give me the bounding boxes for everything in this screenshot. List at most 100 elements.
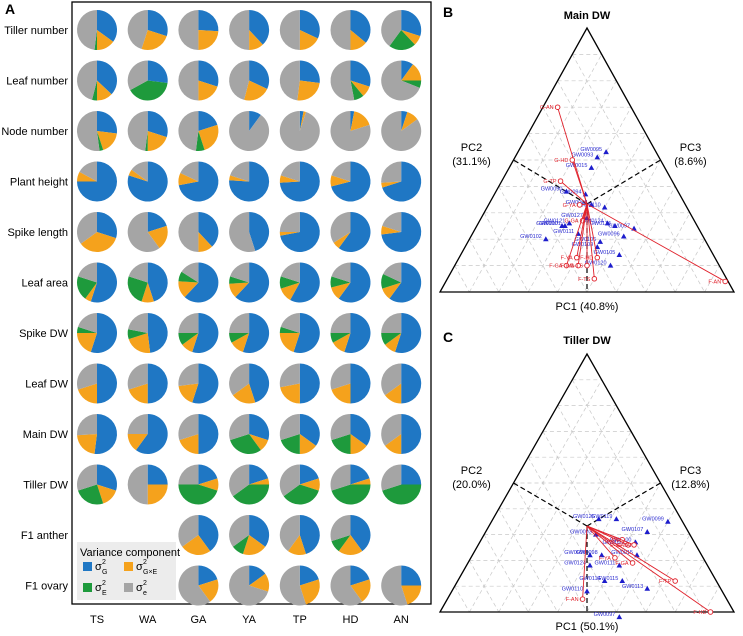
pie-slice <box>350 414 371 446</box>
legend-sup: 2 <box>143 559 147 566</box>
pie-chart <box>279 515 320 555</box>
environment-label: F-HD <box>580 256 593 262</box>
pie-slice <box>279 414 300 441</box>
row-label: F1 anther <box>21 530 68 542</box>
pie-chart <box>381 565 422 606</box>
pie-slice <box>299 565 319 586</box>
ternary-triangle <box>438 352 736 613</box>
pie-chart <box>279 464 320 505</box>
pie-slice <box>249 414 270 441</box>
pie-chart <box>381 414 422 454</box>
pc1-label: PC1 (40.8%) <box>556 301 619 313</box>
pie-slice <box>382 212 402 232</box>
pie-slice <box>249 60 270 90</box>
genotype-label: GW0097 <box>608 224 630 230</box>
pie-slice <box>141 282 154 303</box>
pie-slice <box>330 515 351 542</box>
pie-chart <box>178 111 219 151</box>
grid-line <box>513 482 588 613</box>
grid-line <box>586 482 661 613</box>
genotype-marker <box>644 585 651 591</box>
pie-chart <box>178 312 219 353</box>
pie-chart <box>77 10 118 50</box>
genotype-marker <box>616 562 623 568</box>
pie-slice <box>128 262 148 283</box>
row-label: Main DW <box>23 429 69 441</box>
pie-slice <box>242 312 270 353</box>
pie-slice <box>381 565 408 606</box>
pie-slice <box>381 60 420 101</box>
pie-slice <box>229 363 250 396</box>
environment-marker <box>594 254 601 261</box>
genotype-marker <box>604 220 611 226</box>
genotype-label: GW0093 <box>570 530 592 536</box>
environment-marker <box>707 609 714 615</box>
environment-marker <box>584 262 590 269</box>
column-label: TP <box>293 614 307 626</box>
pie-slice <box>198 232 213 252</box>
pie-slice <box>290 262 320 303</box>
genotype-marker <box>644 529 651 535</box>
genotype-label: GW0090 <box>541 187 563 193</box>
genotype-marker <box>620 233 627 239</box>
environment-vector <box>577 203 588 266</box>
pie-slice <box>385 383 402 404</box>
grid-line <box>704 586 720 613</box>
pie-chart <box>229 464 270 505</box>
pie-slice <box>401 565 422 586</box>
pie-slice <box>382 282 402 299</box>
pie-slice <box>127 161 168 202</box>
pie-slice <box>330 175 351 187</box>
pie-slice <box>330 414 351 441</box>
pie-slice <box>147 60 168 84</box>
pie-chart <box>381 60 422 101</box>
pie-slice <box>297 80 320 101</box>
pie-slice <box>279 515 300 552</box>
pie-slice <box>198 565 218 586</box>
genotype-label: GW0096 <box>564 550 586 556</box>
legend-symbol: σ <box>136 561 143 573</box>
pie-slice <box>279 10 300 50</box>
pie-slice <box>198 579 219 602</box>
legend-sup: 2 <box>143 580 147 587</box>
pie-slice <box>76 111 100 151</box>
pie-slice <box>299 515 320 555</box>
pie-chart <box>330 464 371 505</box>
pie-chart <box>127 262 168 303</box>
pie-chart <box>77 262 118 303</box>
genotype-label: GW0124 <box>564 561 586 567</box>
environment-label: F-YA <box>561 256 573 262</box>
pie-slice <box>330 276 351 288</box>
genotype-marker <box>612 223 618 228</box>
pie-slice <box>381 273 402 289</box>
pie-slice <box>331 484 371 505</box>
pc2-name: PC2 <box>461 465 482 477</box>
pie-slice <box>229 161 270 202</box>
pie-slice <box>178 172 199 186</box>
pie-slice <box>229 333 250 343</box>
genotype-marker <box>603 149 609 155</box>
genotype-marker <box>588 164 595 170</box>
pie-slice <box>299 579 320 605</box>
pie-slice <box>147 131 167 151</box>
row-label: Spike length <box>7 227 68 239</box>
panel-b-label: B <box>443 4 453 20</box>
pie-slice <box>198 80 218 101</box>
ternary-grid <box>454 379 720 613</box>
pie-chart <box>127 464 168 505</box>
pie-slice <box>127 60 148 91</box>
genotype-label: GW0094 <box>560 189 582 195</box>
pie-slice <box>127 363 148 390</box>
genotype-label: GW0120 <box>585 261 607 267</box>
pie-slice <box>381 313 402 333</box>
genotype-marker <box>559 223 565 228</box>
pie-chart <box>279 262 320 303</box>
pie-slice <box>97 10 118 42</box>
pie-slice <box>385 434 402 454</box>
pie-slice <box>401 60 413 81</box>
pie-slice <box>385 333 402 353</box>
pie-slice <box>389 262 422 303</box>
environment-vector <box>560 180 588 205</box>
pie-slice <box>94 30 97 50</box>
pie-slice <box>350 30 366 50</box>
